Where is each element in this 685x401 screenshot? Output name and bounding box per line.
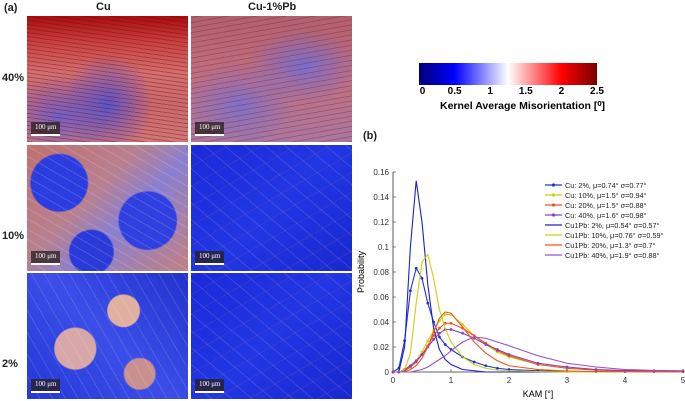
series-marker <box>443 313 447 316</box>
scale-bar: 100 μm <box>195 251 225 265</box>
legend-label: Cu: 10%, μ=1.5° σ=0.94° <box>565 191 647 200</box>
series-marker <box>496 366 499 370</box>
kam-chart: 0 1 2 3 4 5 0 0.02 0.04 0.06 0.08 0.1 0.12 0.14 0.16 C… <box>356 168 685 399</box>
legend-label: Cu: 40%, μ=1.6° σ=0.98° <box>565 211 647 220</box>
legend-marker <box>551 213 556 217</box>
y-tick-label: 0.12 <box>373 218 389 227</box>
row-label-2: 2% <box>2 358 18 370</box>
scale-bar: 100 μm <box>31 122 61 136</box>
scale-bar: 100 μm <box>195 379 225 393</box>
x-tick-label: 0 <box>391 376 396 385</box>
series-marker <box>409 289 412 293</box>
series-marker <box>420 276 424 280</box>
series-marker <box>420 353 424 356</box>
colorbar-tick: 0 <box>419 86 426 97</box>
colorbar-tick: 1.5 <box>518 86 533 97</box>
series-line <box>392 266 683 373</box>
series-marker <box>443 343 447 346</box>
y-tick-label: 0.04 <box>373 318 389 327</box>
series-marker <box>449 321 453 325</box>
series-line <box>393 322 684 373</box>
series-line <box>393 253 683 373</box>
x-tick-label: 4 <box>623 376 628 385</box>
x-tick-label: 1 <box>449 376 454 385</box>
micrograph-cu-10: 100 μm <box>27 145 188 271</box>
colorbar-ticks: 0 0.5 1 1.5 2 2.5 <box>419 86 604 100</box>
series-marker <box>507 353 511 356</box>
row-label-10: 10% <box>2 230 25 242</box>
series-marker <box>414 266 418 270</box>
series-marker <box>449 328 453 331</box>
y-tick-label: 0.06 <box>373 293 389 302</box>
y-tick-label: 0.16 <box>373 168 389 177</box>
colorbar-tick: 2.5 <box>590 86 604 97</box>
micrograph-cu-40: 100 μm <box>27 16 188 142</box>
series-marker <box>472 334 476 338</box>
series-line <box>393 328 684 373</box>
column-header-cu-pb: Cu-1%Pb <box>248 1 297 13</box>
colorbar-title: Kernel Average Misorientation [⁰] <box>440 100 606 112</box>
series-marker <box>443 321 447 325</box>
y-tick-label: 0.02 <box>373 343 389 352</box>
legend-marker <box>551 193 556 197</box>
colorbar-tick: 2 <box>558 86 565 97</box>
series-marker <box>565 365 569 369</box>
series-marker <box>432 338 435 341</box>
legend-label: Cu: 20%, μ=1.5° σ=0.88° <box>565 201 647 210</box>
legend-label: Cu1Pb: 10%, μ=0.76° σ=0.59° <box>565 231 664 240</box>
series-marker <box>461 323 464 326</box>
y-tick-label: 0.1 <box>378 243 390 252</box>
series-marker <box>461 331 464 335</box>
y-tick-label: 0.14 <box>373 193 389 202</box>
y-tick-label: 0 <box>385 368 390 377</box>
series-marker <box>438 331 441 335</box>
series-marker <box>426 301 430 305</box>
series-marker <box>414 359 418 363</box>
series-marker <box>594 368 598 371</box>
scale-bar: 100 μm <box>195 122 225 136</box>
micrograph-cupb-40: 100 μm <box>191 16 352 142</box>
row-label-40: 40% <box>2 72 25 84</box>
x-tick-label: 5 <box>681 376 685 385</box>
legend-label: Cu1Pb: 40%, μ=1.9° σ=0.88° <box>565 251 660 260</box>
micrograph-cupb-10: 100 μm <box>191 145 352 271</box>
micrograph-cupb-2: 100 μm <box>191 273 352 399</box>
x-tick-label: 3 <box>565 376 570 385</box>
y-tick-label: 0.08 <box>373 268 389 277</box>
series-marker <box>426 339 430 343</box>
x-axis-label: KAM [°] <box>523 389 554 399</box>
series-marker <box>536 361 540 365</box>
x-tick-label: 2 <box>507 376 512 385</box>
scale-bar: 100 μm <box>31 251 61 265</box>
series-marker <box>409 364 412 368</box>
series-marker <box>484 343 488 346</box>
colorbar-tick: 0.5 <box>447 86 462 97</box>
micrograph-cu-2: 100 μm <box>27 273 188 399</box>
legend-label: Cu1Pb: 20%, μ=1.3° σ=0.7° <box>565 241 655 250</box>
series-marker <box>438 335 441 339</box>
colorbar-tick: 1 <box>487 86 493 97</box>
y-axis-label: Probability <box>356 250 366 293</box>
legend-label: Cu: 2%, μ=0.74° σ=0.77° <box>565 181 647 190</box>
column-header-cu: Cu <box>96 1 111 13</box>
legend-label: Cu1Pb: 2%, μ=0.54° σ=0.57° <box>565 221 660 230</box>
scale-bar: 100 μm <box>31 379 61 393</box>
series-marker <box>438 326 441 330</box>
series-line <box>393 311 683 373</box>
legend-marker <box>551 203 556 207</box>
series-line <box>393 336 684 373</box>
legend-marker <box>551 183 556 187</box>
panel-a-label: (a) <box>4 2 18 14</box>
panel-b-label: (b) <box>363 130 378 142</box>
series-marker <box>496 348 499 351</box>
series-marker <box>472 360 476 364</box>
series-marker <box>484 364 488 368</box>
colorbar <box>419 63 597 85</box>
